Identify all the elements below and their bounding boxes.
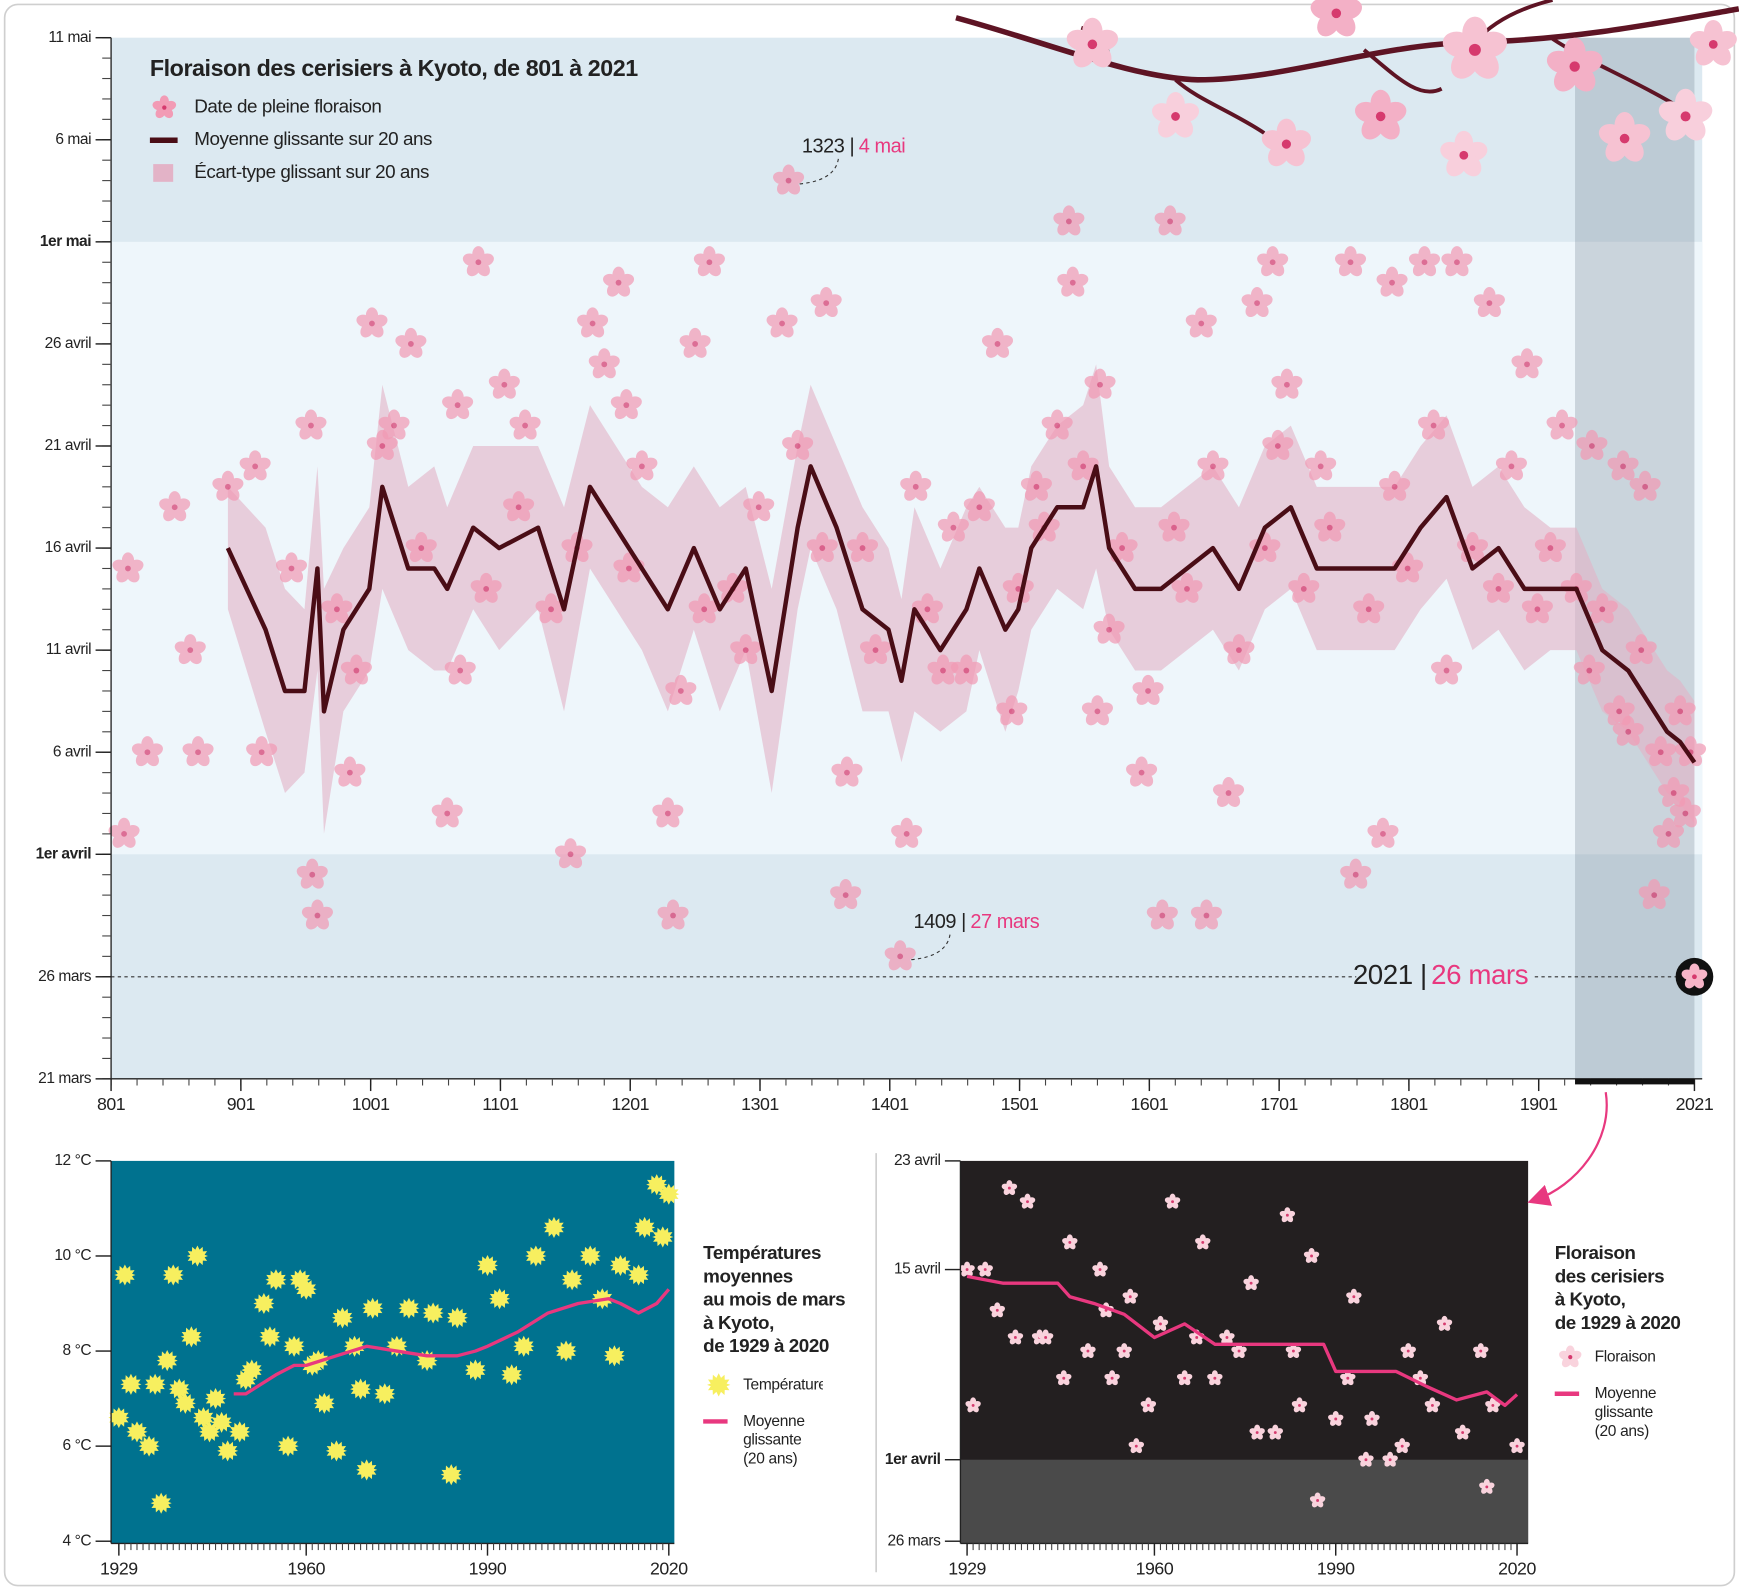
zoom-highlight xyxy=(1575,38,1694,1079)
y-tick-label: 16 avril xyxy=(45,539,91,556)
before-april-band xyxy=(960,1460,1528,1544)
chart-title: Températures xyxy=(703,1242,821,1263)
annotation-year: 1409 | xyxy=(913,911,965,933)
x-tick-label: 1201 xyxy=(611,1094,649,1114)
x-tick-label: 2020 xyxy=(650,1559,688,1579)
annotation: 1409 |27 mars xyxy=(913,911,1039,933)
legend-label: Moyenne glissante (20 ans) xyxy=(1595,1384,1675,1441)
annotation-year: 2021 | xyxy=(1353,959,1427,990)
legend-label: Température xyxy=(743,1375,823,1394)
x-tick-label: 1301 xyxy=(741,1094,779,1114)
annotation-date: 27 mars xyxy=(970,911,1039,933)
x-tick-label: 1901 xyxy=(1520,1094,1558,1114)
y-tick-label: 21 avril xyxy=(45,437,91,454)
legend-label: Floraison xyxy=(1595,1347,1675,1366)
y-tick-label: 1er mai xyxy=(40,233,91,250)
chart-title: de 1929 à 2020 xyxy=(703,1335,829,1356)
y-tick-label: 1er avril xyxy=(885,1451,941,1468)
legend-label: Date de pleine floraison xyxy=(194,96,381,117)
y-tick-label: 21 mars xyxy=(38,1070,92,1087)
y-tick-label: 6 avril xyxy=(53,743,91,760)
chart-title: à Kyoto, xyxy=(1555,1289,1626,1310)
x-tick-label: 1990 xyxy=(469,1559,507,1579)
legend-entry: Moyenne glissante (20 ans) xyxy=(1595,1384,1675,1451)
x-tick-label: 1601 xyxy=(1131,1094,1169,1114)
x-tick-label: 1401 xyxy=(871,1094,909,1114)
x-tick-label: 1701 xyxy=(1260,1094,1298,1114)
annotation-year: 1323 | xyxy=(802,136,854,158)
chart-title: des cerisiers xyxy=(1555,1265,1664,1286)
x-tick-label: 1929 xyxy=(948,1559,986,1579)
x-tick-label: 1990 xyxy=(1317,1559,1355,1579)
x-tick-label: 1960 xyxy=(1136,1559,1174,1579)
y-tick-label: 12 °C xyxy=(54,1152,91,1169)
legend-entry: Moyenne glissante (20 ans) xyxy=(743,1411,823,1478)
chart-title: de 1929 à 2020 xyxy=(1555,1312,1681,1333)
x-tick-label: 2021 xyxy=(1676,1094,1714,1114)
y-tick-label: 6 °C xyxy=(63,1437,92,1454)
x-tick-label: 901 xyxy=(227,1094,255,1114)
zoom-range-bar xyxy=(1575,1079,1694,1085)
annotation-date: 4 mai xyxy=(859,136,906,158)
y-tick-label: 23 avril xyxy=(894,1152,940,1169)
x-tick-label: 1801 xyxy=(1390,1094,1428,1114)
y-tick-label: 10 °C xyxy=(54,1247,91,1264)
x-tick-label: 801 xyxy=(97,1094,125,1114)
x-tick-label: 1101 xyxy=(482,1094,518,1114)
infographic: 1323 |4 mai1409 |27 mars2021 |26 mars11 … xyxy=(0,0,1739,1590)
x-tick-label: 1501 xyxy=(1001,1094,1039,1114)
chart-title: au mois de mars xyxy=(703,1289,845,1310)
chart-title: à Kyoto, xyxy=(703,1312,774,1333)
x-tick-label: 1001 xyxy=(352,1094,390,1114)
y-tick-label: 4 °C xyxy=(63,1532,92,1549)
legend-label: Écart-type glissant sur 20 ans xyxy=(194,161,429,182)
chart-title: Floraison xyxy=(1555,1242,1636,1263)
chart-title: Floraison des cerisiers à Kyoto, de 801 … xyxy=(150,55,638,81)
y-tick-label: 1er avril xyxy=(36,845,92,862)
annotation: 1323 |4 mai xyxy=(802,136,905,158)
y-tick-label: 15 avril xyxy=(894,1261,940,1278)
y-tick-label: 6 mai xyxy=(55,131,91,148)
y-tick-label: 26 mars xyxy=(38,968,92,985)
legend-icon xyxy=(153,164,173,182)
y-tick-label: 11 avril xyxy=(46,641,91,658)
chart-title: moyennes xyxy=(703,1265,793,1286)
x-tick-label: 1960 xyxy=(287,1559,325,1579)
y-tick-label: 26 avril xyxy=(45,335,91,352)
y-tick-label: 11 mai xyxy=(48,29,91,46)
annotation-date: 26 mars xyxy=(1431,959,1528,990)
x-tick-label: 2020 xyxy=(1498,1559,1536,1579)
legend-label: Moyenne glissante sur 20 ans xyxy=(194,128,432,149)
annotation: 2021 |26 mars xyxy=(1353,959,1528,990)
y-tick-label: 26 mars xyxy=(888,1532,942,1549)
x-tick-label: 1929 xyxy=(100,1559,138,1579)
legend-label: Moyenne glissante (20 ans) xyxy=(743,1411,823,1468)
y-tick-label: 8 °C xyxy=(63,1342,92,1359)
